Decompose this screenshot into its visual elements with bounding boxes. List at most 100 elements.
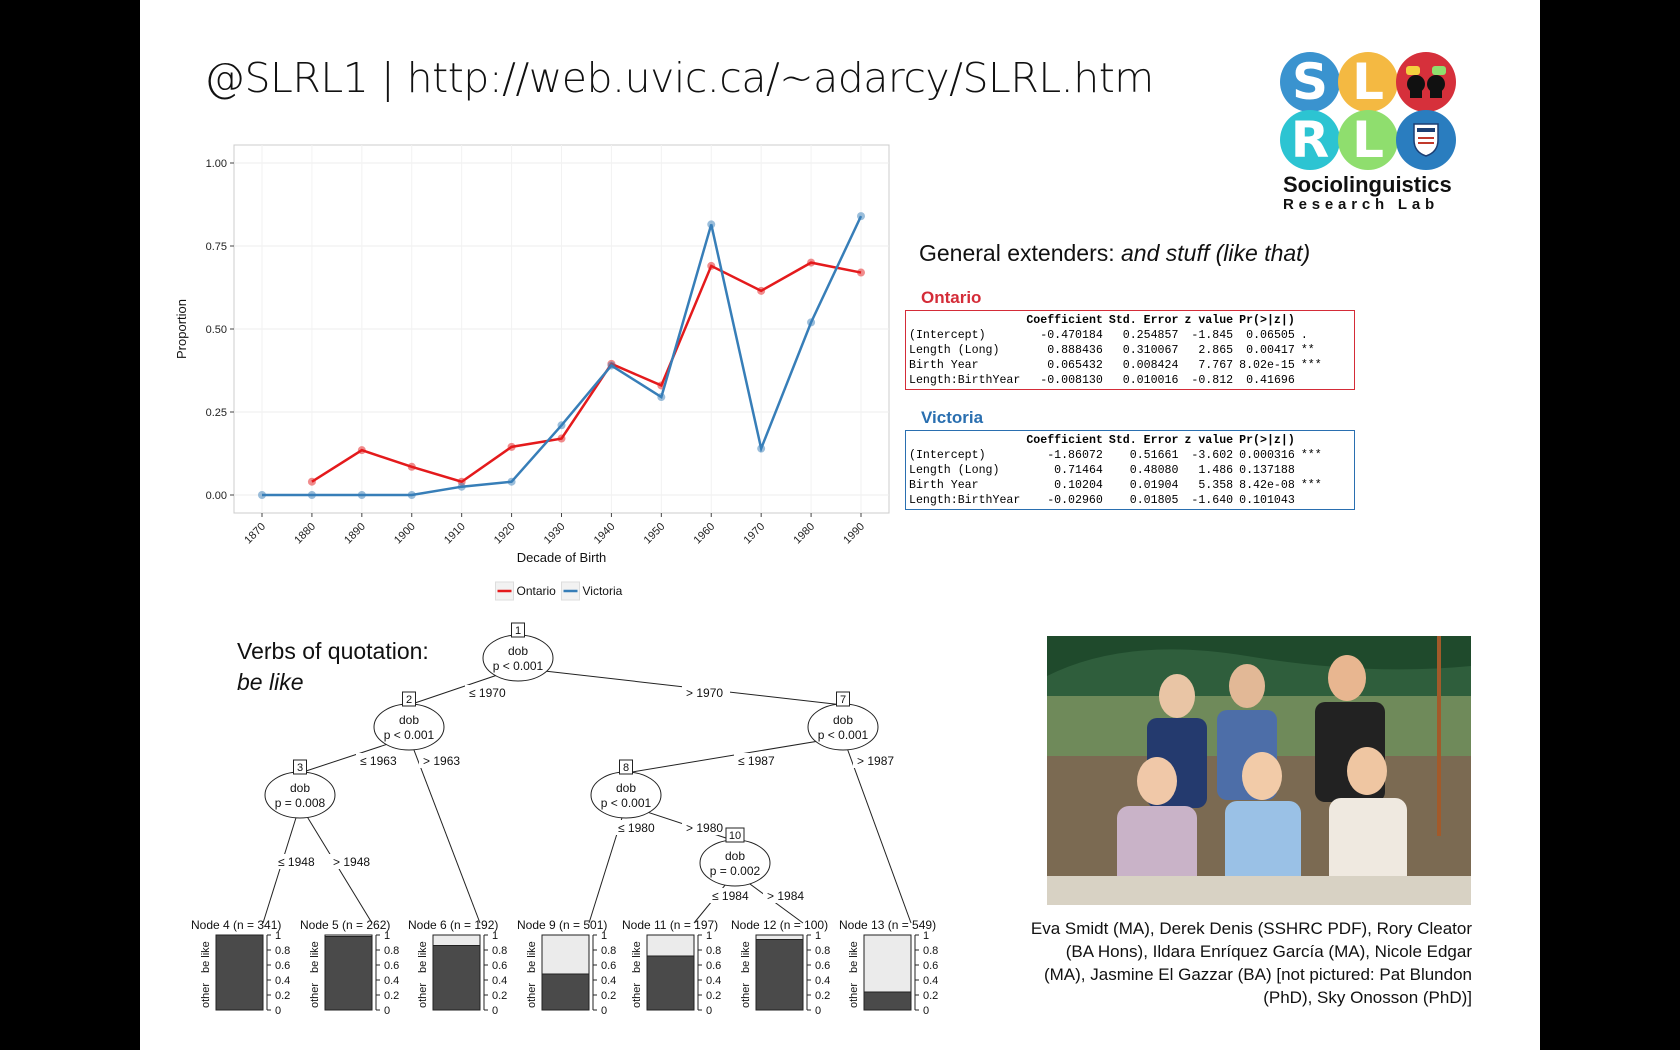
leaf-category-other: other xyxy=(309,983,321,1008)
data-point-ontario xyxy=(507,442,516,451)
edge-label: ≤ 1963 xyxy=(360,754,397,768)
tree-node-var: dob xyxy=(616,781,636,795)
table-cell: 0.01805 xyxy=(1129,494,1179,507)
edge-label: ≤ 1984 xyxy=(712,889,749,903)
data-point-victoria xyxy=(557,421,566,430)
leaf-category-be-like: be like xyxy=(309,941,321,973)
table-cell: Birth Year xyxy=(909,359,979,372)
tree-node-p: p < 0.001 xyxy=(384,728,435,742)
page-title: @SLRL1 | http://web.uvic.ca/~adarcy/SLRL… xyxy=(204,54,1154,102)
leaf-axis-tick-label: 0 xyxy=(601,1005,607,1017)
table-cell xyxy=(1301,493,1328,508)
table-cell: 0.51661 xyxy=(1129,449,1179,462)
leaf-axis-tick-label: 0.6 xyxy=(384,960,399,972)
table-cell: Length (Long) xyxy=(909,464,1000,477)
leaf-axis-tick-label: 0.6 xyxy=(923,960,938,972)
data-point-victoria xyxy=(457,482,466,491)
tree-node xyxy=(699,839,771,887)
leaf-axis-tick-label: 0 xyxy=(275,1005,281,1017)
tree-node-id: 8 xyxy=(623,762,629,774)
table-cell: 0.48080 xyxy=(1129,464,1179,477)
table-cell: 0.06505 xyxy=(1246,329,1295,342)
leaf-axis-tick-label: 0.2 xyxy=(384,990,399,1002)
data-point-victoria xyxy=(507,477,516,486)
y-axis-label: Proportion xyxy=(174,299,189,359)
quotation-heading: Verbs of quotation: be like xyxy=(237,636,429,698)
table-row: Length:BirthYear -0.02960 0.01805 -1.640 0.1… xyxy=(909,493,1328,508)
leaf-axis-tick-label: 1 xyxy=(923,930,929,942)
leaf-bar-be-like xyxy=(324,936,373,1011)
leaf-axis-tick-label: 1 xyxy=(384,930,390,942)
leaf-axis-tick-label: 0.2 xyxy=(923,990,938,1002)
table-row: (Intercept) -0.470184 0.254857 -1.845 0.0650… xyxy=(909,328,1328,343)
leaf-bar-be-like xyxy=(646,955,695,1011)
y-tick-label: 0.75 xyxy=(206,241,227,253)
leaf-axis-tick-label: 0.8 xyxy=(384,945,399,957)
leaf-axis-tick-label: 0.4 xyxy=(601,975,616,987)
tree-node xyxy=(482,634,554,682)
leaf-category-other: other xyxy=(740,983,752,1008)
logo-name: Sociolinguistics xyxy=(1283,172,1452,197)
leaf-axis-tick-label: 1 xyxy=(492,930,498,942)
photo-caption: Eva Smidt (MA), Derek Denis (SSHRC PDF),… xyxy=(1030,919,1472,1007)
edge-label: > 1984 xyxy=(767,889,804,903)
table-cell: 8.42e-08 xyxy=(1239,479,1295,492)
leaf-axis-tick-label: 0 xyxy=(384,1005,390,1017)
table-row: Birth Year 0.10204 0.01904 5.358 8.42e-08 *** xyxy=(909,478,1328,493)
logo-circle-l: L xyxy=(1338,52,1398,112)
y-tick-label: 0.50 xyxy=(206,324,227,336)
leaf-axis-tick-label: 1 xyxy=(601,930,607,942)
table-cell: 2.865 xyxy=(1198,344,1234,357)
leaf-axis-tick-label: 0.8 xyxy=(923,945,938,957)
tree-node-p: p < 0.001 xyxy=(818,728,869,742)
tree-node-var: dob xyxy=(399,713,419,727)
data-point-victoria xyxy=(657,393,666,402)
table-row: (Intercept) -1.86072 0.51661 -3.602 0.000316… xyxy=(909,448,1328,463)
victoria-label: Victoria xyxy=(921,408,984,427)
edge-label: > 1948 xyxy=(333,855,370,869)
tree-node-id: 7 xyxy=(840,694,846,706)
tree-node-p: p < 0.001 xyxy=(601,796,652,810)
ontario-label: Ontario xyxy=(921,288,982,307)
edge-label-bg xyxy=(708,888,756,903)
leaf-category-be-like: be like xyxy=(631,941,643,973)
table-cell: 8.02e-15 xyxy=(1239,359,1295,372)
tree-node xyxy=(807,703,879,751)
leaf-label: Node 4 (n = 341) xyxy=(191,918,281,932)
leaf-axis-tick-label: 0.6 xyxy=(706,960,721,972)
edge-label-bg xyxy=(682,820,730,835)
leaf-category-be-like: be like xyxy=(848,941,860,973)
edge-label: ≤ 1980 xyxy=(618,821,655,835)
tree-node-p: p = 0.002 xyxy=(710,864,761,878)
leaf-label: Node 5 (n = 262) xyxy=(300,918,390,932)
data-point-victoria xyxy=(807,318,816,327)
leaf-axis-tick-label: 0.2 xyxy=(492,990,507,1002)
table-row: Birth Year 0.065432 0.008424 7.767 8.02e-15 *… xyxy=(909,358,1328,373)
table-cell: ** xyxy=(1300,344,1315,357)
edge-label: > 1970 xyxy=(686,686,723,700)
leaf-label: Node 13 (n = 549) xyxy=(839,918,936,932)
quotation-heading-line1: Verbs of quotation: xyxy=(237,638,429,664)
leaf-label: Node 11 (n = 197) xyxy=(622,918,718,932)
tree-node-var: dob xyxy=(508,644,528,658)
leaf-label: Node 12 (n = 100) xyxy=(731,918,828,932)
tree-node-id-box xyxy=(725,827,745,843)
legend-label: Ontario xyxy=(517,584,557,598)
leaf-category-other: other xyxy=(848,983,860,1008)
table-cell: Coefficient xyxy=(1026,434,1103,447)
tree-node-var: dob xyxy=(290,781,310,795)
table-cell xyxy=(1301,463,1328,478)
leaf-axis-tick-label: 0.2 xyxy=(601,990,616,1002)
logo-circle-s: S xyxy=(1280,52,1340,112)
edge-label-bg xyxy=(465,685,513,700)
leaf-label: Node 9 (n = 501) xyxy=(517,918,607,932)
leaf-axis-tick-label: 0.4 xyxy=(492,975,507,987)
table-cell: -1.640 xyxy=(1191,494,1234,507)
table-cell: Std. Error xyxy=(1108,314,1179,327)
edge-label-bg xyxy=(734,753,782,768)
university-crest-icon xyxy=(1413,123,1439,157)
logo-circle-l2: L xyxy=(1338,110,1398,170)
table-cell: 0.00417 xyxy=(1246,344,1295,357)
edge-label: ≤ 1970 xyxy=(469,686,506,700)
